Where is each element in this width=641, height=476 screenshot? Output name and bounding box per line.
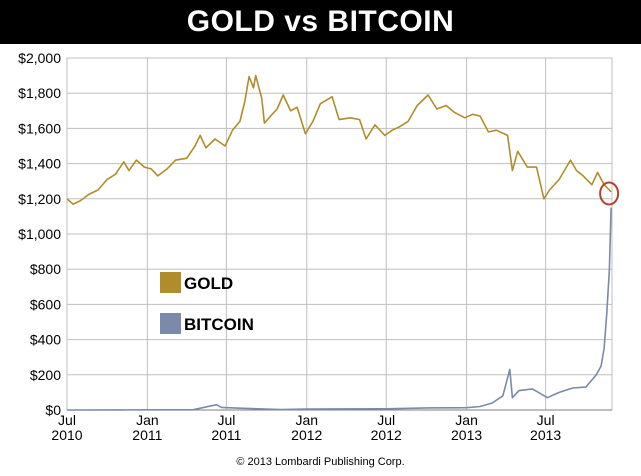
series-line-bitcoin [66, 207, 612, 411]
x-tick-label: Jan 2012 [291, 412, 322, 443]
legend-swatch-bitcoin [160, 313, 181, 334]
x-tick-label: Jul 2011 [211, 412, 241, 443]
legend-swatch-gold [160, 272, 181, 293]
legend: GOLD BITCOIN [160, 272, 254, 334]
y-tick-label: $1,600 [18, 120, 61, 136]
y-tick-label: $600 [30, 296, 61, 312]
highlight-circle [599, 181, 620, 206]
legend-label-bitcoin: BITCOIN [184, 315, 254, 334]
x-tick-label: Jan 2011 [132, 412, 162, 443]
legend-label-gold: GOLD [184, 274, 233, 293]
y-tick-label: $200 [30, 367, 61, 383]
annotations [599, 181, 620, 206]
y-tick-label: $2,000 [18, 50, 61, 66]
y-tick-label: $800 [30, 261, 61, 277]
grid-lines [66, 57, 613, 411]
y-tick-label: $1,200 [18, 191, 61, 207]
x-tick-label: Jul 2013 [530, 412, 561, 443]
axes: $0 $200 $400 $600 $800 $1,000 $1,200 $1,400 $1,6… [18, 50, 612, 443]
y-tick-label: $1,400 [18, 156, 61, 172]
y-tick-label: $400 [30, 332, 61, 348]
x-tick-label: Jan 2013 [451, 412, 482, 443]
y-tick-label: $1,000 [18, 226, 61, 242]
x-tick-label: Jul 2012 [371, 412, 402, 443]
series-line-gold [66, 74, 612, 205]
x-tick-label: Jul 2010 [51, 412, 82, 443]
title-bar: GOLD vs BITCOIN [0, 0, 641, 44]
copyright-notice: © 2013 Lombardi Publishing Corp. [236, 456, 405, 468]
y-tick-label: $0 [45, 402, 61, 418]
chart-title: GOLD vs BITCOIN [186, 5, 455, 38]
y-tick-label: $1,800 [18, 85, 61, 101]
series-lines [66, 74, 612, 411]
